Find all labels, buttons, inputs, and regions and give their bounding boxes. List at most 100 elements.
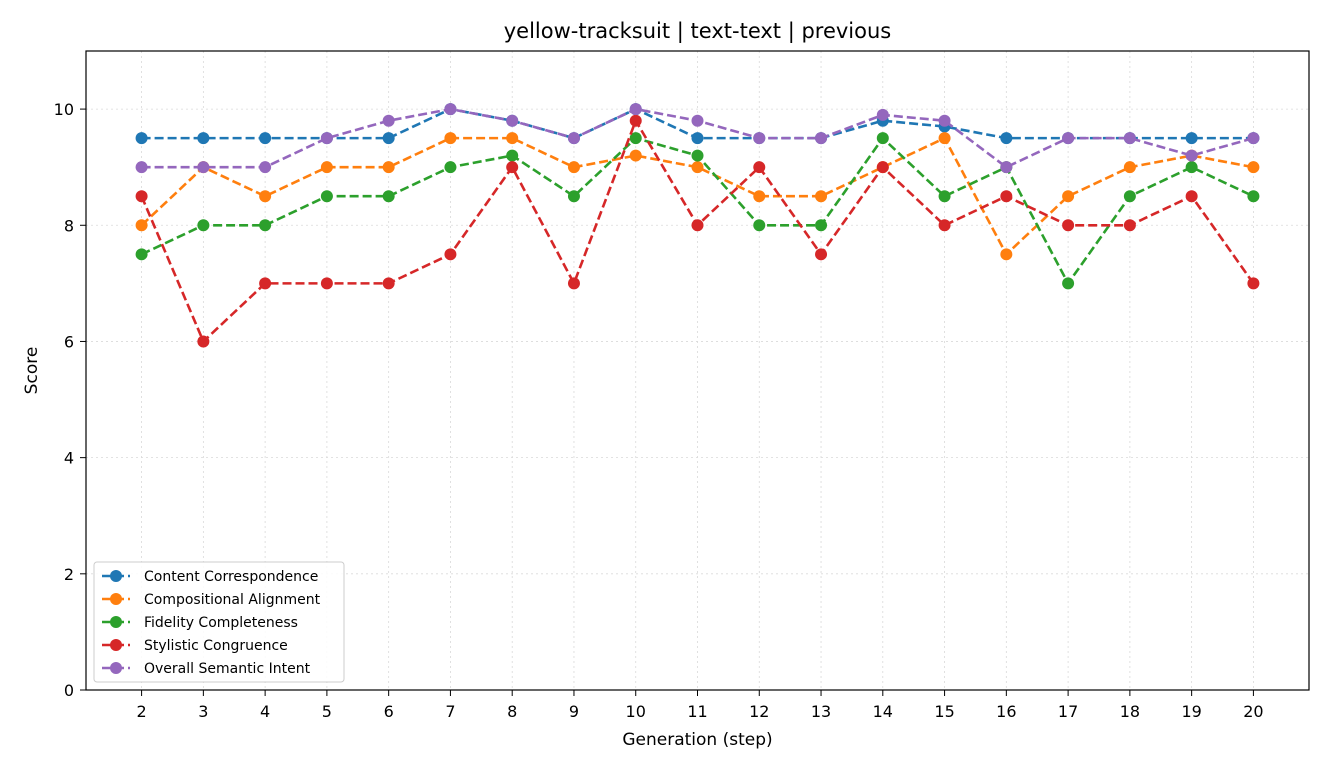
y-axis-ticks: 0 2 4 6 8 10 [54, 100, 86, 700]
data-point [815, 248, 828, 261]
y-tick-label: 8 [64, 216, 74, 235]
x-axis-ticks: 2 3 4 5 6 7 8 9 10 11 12 13 14 15 16 17 18 19 20 [136, 690, 1264, 721]
data-point [691, 114, 704, 127]
x-tick-label: 7 [445, 702, 455, 721]
legend-marker [110, 616, 122, 628]
legend-item: Content Correspondence [102, 569, 318, 585]
data-point [1000, 248, 1013, 261]
x-tick-label: 5 [322, 702, 332, 721]
data-point [629, 114, 642, 127]
data-point [876, 132, 889, 145]
data-point [567, 161, 580, 174]
data-point [1247, 161, 1260, 174]
y-tick-label: 10 [54, 100, 74, 119]
data-point [691, 219, 704, 232]
y-tick-label: 6 [64, 332, 74, 351]
data-point [938, 190, 951, 203]
data-point [320, 190, 333, 203]
legend: Content Correspondence Compositional Alig… [93, 561, 345, 683]
y-tick-label: 4 [64, 449, 74, 468]
data-point [197, 161, 210, 174]
legend-item: Compositional Alignment [102, 592, 321, 608]
data-point [1247, 132, 1260, 145]
x-tick-label: 16 [996, 702, 1016, 721]
data-point [444, 248, 457, 261]
x-tick-label: 2 [136, 702, 146, 721]
x-tick-label: 9 [569, 702, 579, 721]
x-tick-label: 3 [198, 702, 208, 721]
legend-item: Fidelity Completeness [102, 615, 298, 631]
legend-item: Overall Semantic Intent [102, 661, 311, 677]
legend-label: Stylistic Congruence [144, 638, 288, 654]
data-point [135, 190, 148, 203]
x-tick-label: 13 [811, 702, 831, 721]
data-point [1000, 161, 1013, 174]
data-point [1123, 161, 1136, 174]
legend-label: Fidelity Completeness [144, 615, 298, 631]
data-point [753, 219, 766, 232]
data-point [691, 132, 704, 145]
legend-item: Stylistic Congruence [102, 638, 288, 654]
data-point [259, 190, 272, 203]
data-point [320, 277, 333, 290]
data-point [567, 132, 580, 145]
data-point [1185, 149, 1198, 162]
data-point [135, 161, 148, 174]
x-tick-label: 10 [626, 702, 646, 721]
data-point [135, 248, 148, 261]
x-tick-label: 11 [687, 702, 707, 721]
data-point [506, 132, 519, 145]
data-point [135, 132, 148, 145]
data-point [691, 161, 704, 174]
data-point [382, 114, 395, 127]
legend-label: Overall Semantic Intent [144, 661, 311, 677]
data-point [1062, 132, 1075, 145]
y-tick-label: 0 [64, 681, 74, 700]
series-4 [135, 103, 1260, 174]
legend-marker [110, 639, 122, 651]
data-point [1123, 132, 1136, 145]
data-point [938, 219, 951, 232]
legend-marker [110, 662, 122, 674]
data-point [567, 277, 580, 290]
data-point [629, 149, 642, 162]
legend-marker [110, 570, 122, 582]
data-point [1062, 219, 1075, 232]
data-point [444, 132, 457, 145]
data-point [506, 161, 519, 174]
x-tick-label: 8 [507, 702, 517, 721]
data-point [876, 108, 889, 121]
data-point [1185, 132, 1198, 145]
x-tick-label: 14 [873, 702, 893, 721]
data-point [691, 149, 704, 162]
data-point [1062, 277, 1075, 290]
data-point [382, 190, 395, 203]
data-point [135, 219, 148, 232]
data-point [1185, 161, 1198, 174]
data-point [197, 335, 210, 348]
data-point [1247, 190, 1260, 203]
data-point [506, 114, 519, 127]
data-point [629, 103, 642, 116]
data-point [259, 132, 272, 145]
data-point [938, 114, 951, 127]
data-point [197, 132, 210, 145]
data-point [753, 190, 766, 203]
legend-box [93, 561, 345, 683]
data-point [629, 132, 642, 145]
legend-marker [110, 593, 122, 605]
legend-label: Content Correspondence [144, 569, 318, 585]
data-point [1123, 190, 1136, 203]
data-point [444, 161, 457, 174]
series-group [135, 103, 1260, 348]
x-tick-label: 15 [934, 702, 954, 721]
data-point [197, 219, 210, 232]
data-point [815, 219, 828, 232]
data-point [259, 277, 272, 290]
data-point [1123, 219, 1136, 232]
data-point [815, 132, 828, 145]
data-point [1000, 132, 1013, 145]
y-tick-label: 2 [64, 565, 74, 584]
data-point [753, 161, 766, 174]
